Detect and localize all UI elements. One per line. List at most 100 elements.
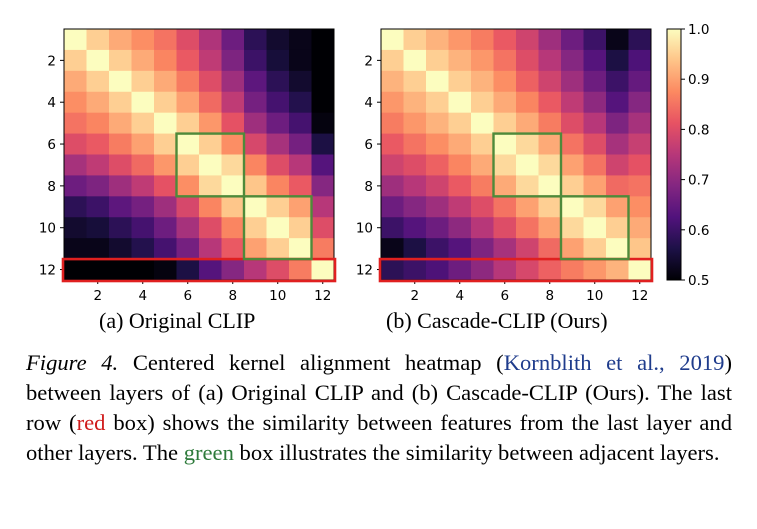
heatmap-cell [221,217,245,239]
heatmap-cell [154,217,177,239]
heatmap-cell [516,175,539,197]
heatmap-cell [176,91,200,114]
heatmap-cell [628,70,652,93]
y-tick-label: 10 [356,221,373,237]
heatmap-cell [176,196,200,218]
heatmap-cell [403,70,427,93]
heatmap-cell [64,175,87,197]
heatmap-cell [448,154,472,176]
heatmap-cell [266,238,290,260]
caption-text-1: Centered kernel alignment heatmap ( [118,350,504,375]
heatmap-cell [86,91,110,114]
heatmap-cell [131,196,155,218]
heatmap-cell [266,154,290,176]
heatmap-cell [606,154,629,176]
red-highlight-box [61,257,337,283]
colorbar-tick-label: 0.5 [688,273,709,289]
y-tick-label: 12 [39,263,56,279]
heatmap-cell [471,259,494,281]
heatmap-cell [606,238,629,260]
heatmap-cell [381,29,404,51]
heatmap-cell [199,133,222,155]
heatmap-cell [516,70,539,93]
x-tick-label: 4 [138,288,147,304]
heatmap-cell [381,49,404,72]
colorbar: 1.0 0.9 0.8 0.7 0.6 0.5 [666,22,709,289]
heatmap-cell [403,29,427,51]
heatmap-cell [426,112,449,134]
x-tick-label: 8 [545,288,554,304]
heatmap-cell [199,112,222,134]
heatmap-cell [516,133,539,155]
heatmap-cell [311,133,335,155]
heatmap-cell [289,91,312,114]
heatmap-cell [221,133,245,155]
red-highlight-box [378,257,654,283]
heatmap-cell [448,259,472,281]
heatmap-cell [426,29,449,51]
heatmap-cell [403,91,427,114]
heatmap-cell [109,29,132,51]
heatmap-cell [606,259,629,281]
heatmap-cell [64,49,87,72]
heatmap-cell [199,154,222,176]
heatmap-cell [244,154,267,176]
heatmap-cell [311,238,335,260]
heatmap-cell [64,91,87,114]
heatmap-cell [221,238,245,260]
caption-citation[interactable]: Kornblith et al., 2019 [503,350,725,375]
y-tick-label: 4 [47,95,56,111]
heatmap-cell [154,196,177,218]
heatmap-cell [471,70,494,93]
heatmap-cell [131,70,155,93]
y-tick-label: 8 [47,179,56,195]
heatmap-cell [561,112,584,134]
heatmap-cell [538,259,562,281]
x-tick-label: 2 [93,288,102,304]
colorbar-tick-label: 0.8 [688,122,709,138]
heatmap-cell [381,91,404,114]
x-tick-label: 8 [228,288,237,304]
heatmap-cell [448,49,472,72]
heatmap-cell [311,175,335,197]
heatmap-cell [244,112,267,134]
heatmap-cell [154,49,177,72]
heatmap-cell [199,259,222,281]
figure-caption: Figure 4. Centered kernel alignment heat… [26,348,732,468]
heatmap-cell [311,196,335,218]
heatmap-cell [109,196,132,218]
heatmap-cell [448,91,472,114]
heatmap-cell [471,196,494,218]
subcaption-b: (b) Cascade-CLIP (Ours) [386,308,608,333]
heatmap-cell [131,259,155,281]
heatmap-cell [176,259,200,281]
heatmap-cell [561,154,584,176]
heatmap-cell [244,29,267,51]
heatmap-cell [426,154,449,176]
heatmap-cell [131,91,155,114]
heatmap-cell [131,175,155,197]
heatmap-cell [493,154,517,176]
heatmap-cell [381,70,404,93]
heatmap-cell [403,196,427,218]
heatmap-cell [154,112,177,134]
heatmap-cell [561,29,584,51]
heatmap-cell [471,91,494,114]
y-tick-label: 2 [364,53,373,69]
y-tick-label: 8 [364,179,373,195]
heatmap-cell [493,133,517,155]
heatmap-cell [426,70,449,93]
heatmap-cell [86,154,110,176]
heatmap-cell [266,175,290,197]
heatmap-cell [131,154,155,176]
x-tick-label: 4 [455,288,464,304]
heatmap-cell [221,196,245,218]
heatmap-cell [244,133,267,155]
heatmap-cell [606,49,629,72]
heatmap-cell [561,133,584,155]
heatmap-cell [493,238,517,260]
heatmap-cell [538,196,562,218]
heatmap-cell [266,133,290,155]
heatmap-cell [516,91,539,114]
heatmap-cell [583,217,607,239]
